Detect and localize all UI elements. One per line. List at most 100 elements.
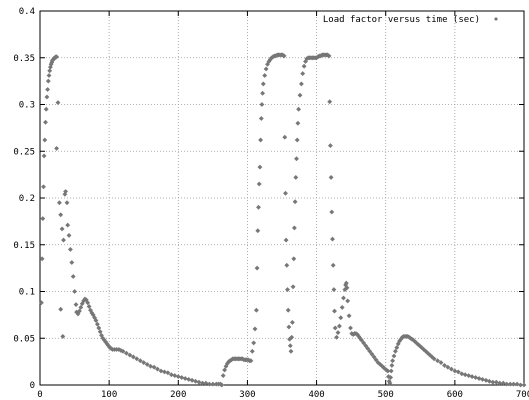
x-tick-label: 200 [170, 390, 186, 400]
data-point [359, 337, 364, 343]
data-point [285, 287, 290, 293]
data-point [295, 120, 301, 126]
data-point [300, 71, 306, 77]
data-point [490, 379, 496, 385]
data-point [344, 285, 350, 291]
data-point [137, 358, 143, 364]
y-tick-label: 0 [30, 381, 35, 391]
data-point [249, 348, 255, 354]
x-tick-label: 0 [37, 390, 42, 400]
data-point [332, 325, 338, 331]
data-point [55, 100, 61, 106]
data-point [148, 363, 154, 369]
data-point [67, 246, 73, 252]
data-point [256, 204, 261, 210]
data-point [222, 367, 228, 373]
data-point [335, 330, 341, 336]
y-tick-label: 0.25 [13, 147, 35, 157]
legend: Load factor versus time (sec) [323, 15, 498, 25]
data-point [151, 364, 157, 370]
data-point [363, 343, 369, 349]
x-tick-label: 600 [447, 390, 463, 400]
data-point [66, 232, 72, 238]
data-point [469, 374, 475, 380]
data-point [47, 68, 53, 74]
data-point [341, 295, 346, 301]
data-point [330, 262, 336, 268]
data-point [219, 382, 225, 388]
data-point [445, 364, 451, 370]
data-point [97, 329, 103, 335]
data-point [296, 106, 302, 112]
data-point [448, 366, 454, 372]
data-point [72, 289, 78, 294]
data-point [514, 381, 520, 387]
data-point [292, 199, 298, 205]
data-point [334, 334, 340, 340]
data-point [186, 376, 192, 382]
tick-labels: 0 100 200 300 400 500 600 700 0 0.05 0.1 0.15 0.2 0.2… [13, 7, 529, 400]
data-point [431, 356, 437, 362]
data-point [69, 260, 75, 265]
data-point [327, 143, 333, 149]
data-point [435, 358, 441, 364]
data-point [367, 348, 373, 354]
data-point [339, 304, 345, 310]
data-point [336, 323, 342, 329]
data-point [284, 262, 290, 268]
data-point [252, 326, 258, 332]
data-point [345, 298, 351, 304]
data-point [258, 116, 264, 121]
data-point [369, 351, 375, 357]
data-point [172, 373, 178, 379]
y-tick-label: 0.2 [19, 194, 35, 204]
data-point [511, 381, 517, 387]
data-point [193, 378, 199, 384]
data-point [480, 376, 485, 382]
data-point [196, 379, 202, 385]
data-point [41, 184, 46, 190]
data-point [301, 63, 307, 69]
data-point [58, 306, 64, 312]
data-point [58, 212, 64, 218]
data-point [251, 340, 257, 346]
data-point [388, 368, 394, 374]
data-point [507, 381, 513, 387]
data-point [206, 381, 212, 387]
data-point [141, 360, 147, 366]
data-point [473, 375, 479, 380]
data-point [61, 237, 66, 243]
data-point [283, 237, 289, 243]
data-point [455, 369, 461, 375]
data-point [45, 78, 51, 84]
data-point [285, 307, 291, 313]
data-point [287, 343, 293, 349]
data-point [493, 379, 499, 385]
data-point [332, 308, 337, 314]
data-point [476, 376, 482, 381]
data-point [365, 346, 371, 351]
data-point [258, 137, 264, 143]
data-point [283, 190, 288, 196]
data-point [168, 372, 174, 378]
data-point [59, 226, 65, 232]
data-point [294, 137, 300, 143]
data-point [330, 236, 335, 242]
data-point [263, 66, 269, 72]
data-point [294, 156, 299, 162]
data-point [64, 200, 70, 206]
data-point [253, 307, 259, 313]
data-point [486, 378, 492, 384]
data-point [203, 380, 209, 386]
data-point [73, 302, 79, 308]
x-tick-label: 500 [378, 390, 394, 400]
data-point [390, 358, 396, 364]
data-point [260, 90, 266, 96]
data-point [200, 380, 205, 386]
legend-marker-icon [494, 17, 498, 21]
data-point [291, 225, 297, 231]
data-point [298, 81, 304, 87]
data-point [39, 256, 45, 262]
data-point [254, 265, 260, 271]
y-tick-label: 0.1 [19, 288, 35, 298]
